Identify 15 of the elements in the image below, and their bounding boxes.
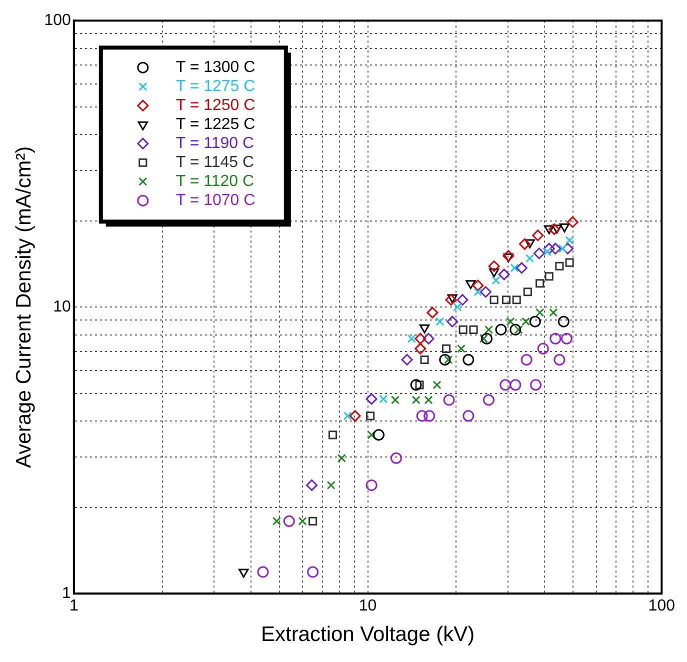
legend-label: T = 1225 C bbox=[176, 116, 256, 134]
y-tick-label: 10 bbox=[53, 298, 71, 316]
x-axis-title: Extraction Voltage (kV) bbox=[260, 623, 475, 646]
legend-label: T = 1300 C bbox=[176, 59, 256, 76]
y-axis-title: Average Current Density (mA/cm²) bbox=[12, 146, 36, 468]
x-tick-label: 10 bbox=[358, 598, 377, 615]
legend-label: T = 1145 C bbox=[176, 154, 254, 172]
legend-label: T = 1120 C bbox=[176, 173, 254, 190]
legend-label: T = 1250 C bbox=[176, 97, 256, 114]
y-tick-label: 1 bbox=[62, 585, 71, 602]
legend-label: T = 1275 C bbox=[176, 78, 256, 96]
y-tick-label: 100 bbox=[44, 12, 71, 30]
legend-label: T = 1070 C bbox=[176, 192, 256, 210]
x-tick-label: 100 bbox=[648, 598, 676, 615]
legend-label: T = 1190 C bbox=[176, 135, 254, 152]
